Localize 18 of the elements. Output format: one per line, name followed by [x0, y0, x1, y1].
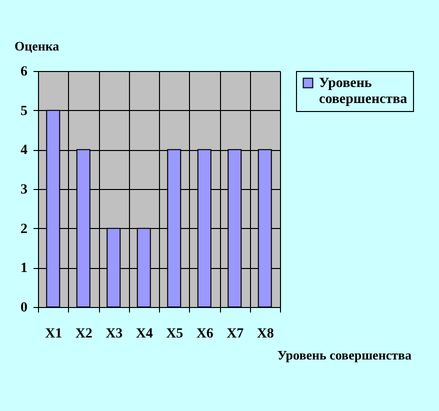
y-tick-label: 4: [20, 143, 28, 158]
y-axis-title: Оценка: [14, 38, 60, 54]
x-tick-label: X2: [75, 326, 92, 342]
x-tick-label: X3: [106, 326, 123, 342]
y-tick-label: 1: [20, 261, 28, 276]
x-tick-label: X5: [166, 326, 184, 342]
y-tick-label: 5: [20, 104, 28, 119]
x-tick-label: X1: [45, 326, 62, 342]
x-tick-label: X7: [226, 326, 244, 342]
x-tick-label: X6: [196, 326, 214, 342]
y-tick-label: 3: [20, 182, 28, 198]
y-tick-label: 6: [20, 64, 28, 80]
x-tick-label: X8: [256, 326, 274, 342]
y-tick-label: 2: [20, 222, 28, 237]
x-axis-title: Уровень совершенства: [277, 348, 412, 362]
legend-label: Уровень совершенства: [319, 76, 408, 107]
x-tick-label: X4: [136, 326, 153, 342]
y-tick-label: 0: [20, 300, 28, 316]
